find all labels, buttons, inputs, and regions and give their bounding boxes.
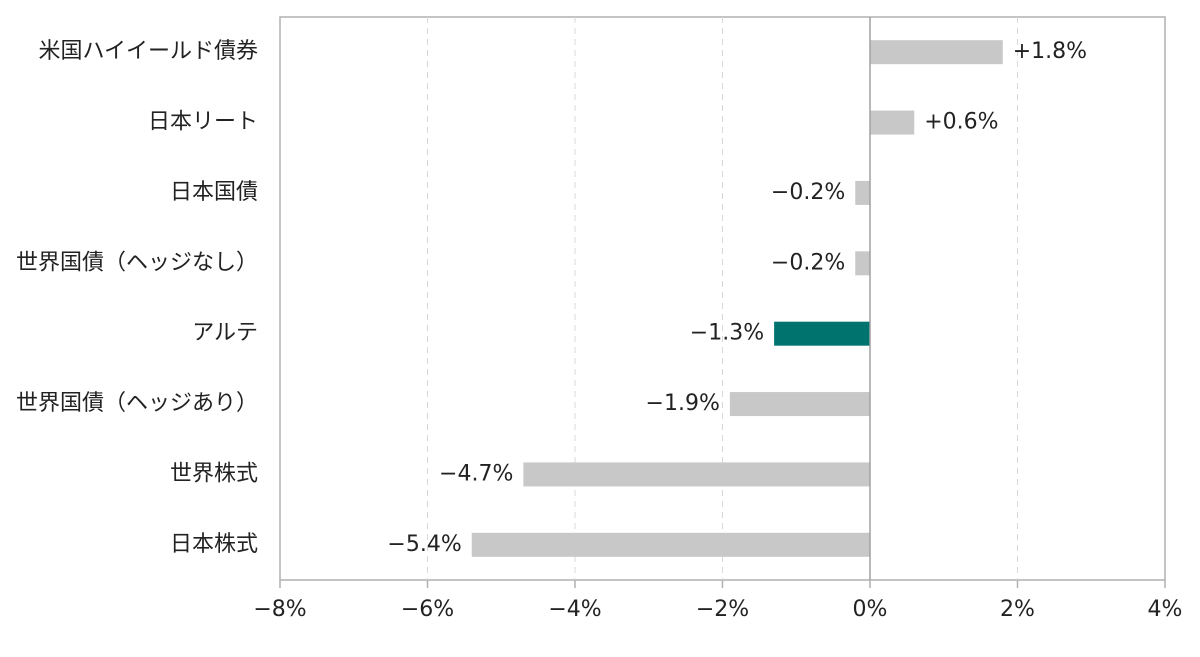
bar xyxy=(870,110,915,135)
data-label: −1.3% xyxy=(690,321,764,346)
data-label: −4.7% xyxy=(439,461,513,486)
x-tick-label: 0% xyxy=(853,597,888,622)
data-label: −1.9% xyxy=(646,391,720,416)
y-tick-label: 世界国債（ヘッジあり） xyxy=(16,391,258,416)
data-label: −0.2% xyxy=(771,250,845,275)
y-tick-label: 日本国債 xyxy=(170,180,258,205)
bar xyxy=(471,532,870,557)
y-tick-label: 日本リート xyxy=(148,110,258,135)
x-tick-label: −4% xyxy=(548,597,601,622)
data-label: −5.4% xyxy=(387,532,461,557)
data-label: +0.6% xyxy=(924,110,998,135)
bar xyxy=(855,251,870,276)
x-tick-label: −2% xyxy=(696,597,749,622)
y-tick-label: 米国ハイイールド債券 xyxy=(38,39,258,64)
x-tick-label: −8% xyxy=(253,597,306,622)
x-tick-label: 2% xyxy=(1000,597,1035,622)
bar xyxy=(523,462,870,487)
y-tick-label: 日本株式 xyxy=(170,532,258,557)
bar xyxy=(729,392,870,417)
x-tick-label: 4% xyxy=(1148,597,1183,622)
bar xyxy=(870,40,1003,65)
y-tick-label: 世界国債（ヘッジなし） xyxy=(16,250,258,275)
bar xyxy=(855,180,870,205)
bar xyxy=(774,321,870,346)
y-tick-label: アルテ xyxy=(192,321,258,346)
data-label: +1.8% xyxy=(1013,39,1087,64)
data-label: −0.2% xyxy=(771,180,845,205)
x-tick-label: −6% xyxy=(401,597,454,622)
y-tick-label: 世界株式 xyxy=(170,461,258,486)
